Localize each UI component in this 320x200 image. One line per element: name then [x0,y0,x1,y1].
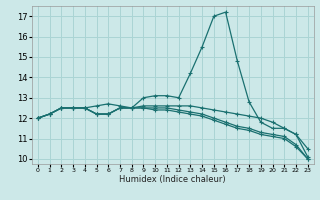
X-axis label: Humidex (Indice chaleur): Humidex (Indice chaleur) [119,175,226,184]
